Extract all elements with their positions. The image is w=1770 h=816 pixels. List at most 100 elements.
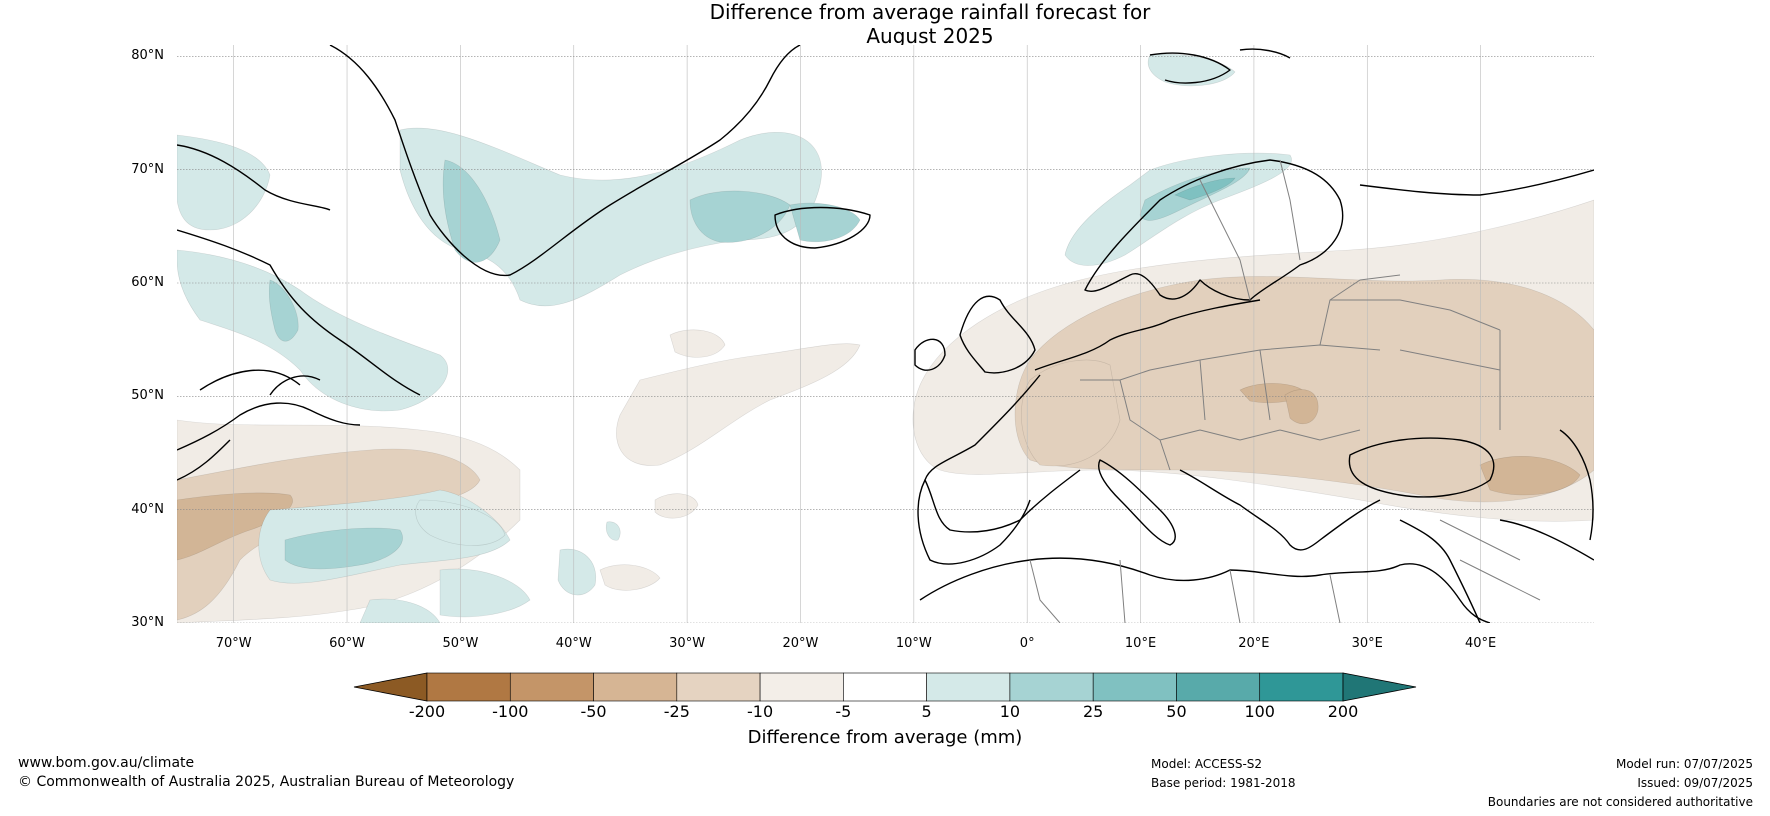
colorbar-label: Difference from average (mm)	[747, 727, 1023, 748]
coast-baltic-russia	[1359, 169, 1594, 196]
wet-area-light-atlantic-south-5	[605, 521, 621, 541]
longitude-label: 30°W	[669, 636, 706, 651]
latitude-label: 30°N	[131, 615, 164, 630]
coast-baffin-labrador	[177, 144, 421, 396]
coast-caspian	[1559, 429, 1594, 541]
coast-iceland	[774, 206, 871, 249]
wet-area-light-atlantic-south-3	[439, 568, 531, 618]
title-line-2: August 2025	[866, 24, 994, 48]
wet-anomaly-shading	[177, 53, 1292, 623]
borders-eastern-europe	[1319, 274, 1501, 430]
longitude-label: 30°E	[1351, 636, 1383, 651]
colorbar-high-extend-arrow	[1342, 672, 1417, 702]
wet-area-mid-atlantic-south	[284, 527, 403, 570]
colorbar-tick-label: 100	[1244, 702, 1275, 721]
borders-middle-east	[1439, 519, 1541, 601]
longitude-label: 20°W	[782, 636, 819, 651]
colorbar-tick-label: -25	[663, 702, 690, 721]
colorbar-low-extend-arrow	[353, 672, 428, 702]
issued-date: Issued: 09/07/2025	[1637, 776, 1753, 790]
longitude-label: 50°W	[442, 636, 479, 651]
latitude-label: 40°N	[131, 501, 164, 517]
country-borders	[1029, 159, 1541, 623]
coast-balkans-greece	[1179, 469, 1381, 551]
gridlines	[177, 45, 1594, 623]
title-line-1: Difference from average rainfall forecas…	[709, 0, 1151, 24]
dry-area-strong-caucasus	[1479, 456, 1581, 496]
wet-area-light-atlantic-south-6	[359, 598, 441, 623]
colorbar-swatch	[1176, 672, 1261, 702]
longitude-label: 0°	[1019, 636, 1035, 651]
coast-middle-east	[1399, 519, 1594, 623]
colorbar-swatch	[759, 672, 844, 702]
colorbar-swatch	[509, 672, 594, 702]
wet-area-light-svalbard	[1147, 53, 1236, 87]
latitude-label: 70°N	[131, 161, 164, 177]
colorbar-swatch	[1009, 672, 1094, 702]
colorbar-swatch	[676, 672, 761, 702]
colorbar-tick-label: -200	[408, 702, 446, 721]
wet-area-mid-greenland-west	[442, 159, 501, 263]
coast-iberia	[917, 479, 1031, 565]
longitude-label: 60°W	[329, 636, 365, 651]
coast-svalbard	[1149, 48, 1291, 84]
coast-hudson	[199, 369, 301, 391]
colorbar-tick-label: -5	[835, 702, 852, 721]
coast-europe-west	[924, 299, 1261, 533]
base-period: Base period: 1981-2018	[1151, 776, 1296, 790]
wet-area-mid-greenland	[689, 190, 791, 243]
borders-scandinavia	[1199, 159, 1301, 301]
longitude-label: 10°E	[1124, 636, 1157, 651]
colorbar-swatch	[593, 672, 678, 702]
longitude-label: 10°W	[895, 636, 932, 651]
colorbar-swatch	[1092, 672, 1177, 702]
dry-area-light-atlantic-d	[599, 564, 661, 591]
longitude-label: 40°E	[1464, 636, 1497, 651]
chart-title: Difference from average rainfall forecas…	[0, 0, 1770, 48]
dry-anomaly-shading	[177, 199, 1594, 623]
colorbar-tick-label: 25	[1082, 702, 1104, 721]
colorbar-tick-label: 50	[1166, 702, 1187, 721]
colorbar-swatch	[426, 672, 511, 702]
boundaries-disclaimer: Boundaries are not considered authoritat…	[1487, 795, 1753, 809]
dry-area-light-atlantic-a	[616, 343, 861, 466]
colorbar-tick-label: -100	[492, 702, 529, 721]
longitude-label: 70°W	[215, 636, 252, 651]
wet-area-light-arctic-west	[177, 134, 271, 231]
longitude-label: 20°E	[1238, 636, 1270, 651]
website-link[interactable]: www.bom.gov.au/climate	[18, 755, 195, 771]
copyright-text: © Commonwealth of Australia 2025, Austra…	[18, 774, 515, 790]
longitude-label: 40°W	[555, 636, 592, 651]
coast-italy	[1098, 459, 1176, 546]
borders-central-europe	[1080, 344, 1381, 471]
dry-area-mid-europe	[1014, 276, 1594, 503]
latitude-label: 80°N	[131, 48, 164, 64]
colorbar-tick-label: 10	[999, 702, 1021, 721]
colorbar-tick-label: -10	[747, 702, 774, 721]
wet-area-light-labrador	[177, 249, 449, 412]
borders-north-africa	[1029, 559, 1341, 623]
model-name: Model: ACCESS-S2	[1151, 757, 1263, 771]
colorbar	[353, 672, 1417, 702]
colorbar-swatch	[1259, 672, 1344, 702]
coastlines	[177, 45, 1594, 623]
latitude-label: 50°N	[131, 388, 164, 404]
coast-greenland	[329, 45, 801, 276]
coast-british-isles	[914, 295, 1036, 374]
coast-black-sea	[1348, 437, 1495, 498]
colorbar-swatch	[926, 672, 1011, 702]
latitude-label: 60°N	[131, 275, 164, 290]
colorbar-swatch	[843, 672, 927, 702]
colorbar-tick-label: -50	[580, 702, 607, 721]
dry-area-light-atlantic-b	[669, 329, 726, 358]
model-run-date: Model run: 07/07/2025	[1615, 757, 1753, 771]
wet-area-light-greenland	[399, 127, 822, 307]
wet-area-light-atlantic-south-4	[557, 548, 597, 596]
wet-area-mid-labrador	[268, 279, 299, 342]
dry-area-mid-west-europe	[1020, 359, 1121, 467]
colorbar-tick-label: 5	[921, 702, 932, 721]
colorbar-tick-label: 200	[1327, 702, 1359, 721]
wet-area-mid-greenland-east	[789, 202, 861, 243]
dry-area-strong-hungary	[1284, 389, 1319, 425]
